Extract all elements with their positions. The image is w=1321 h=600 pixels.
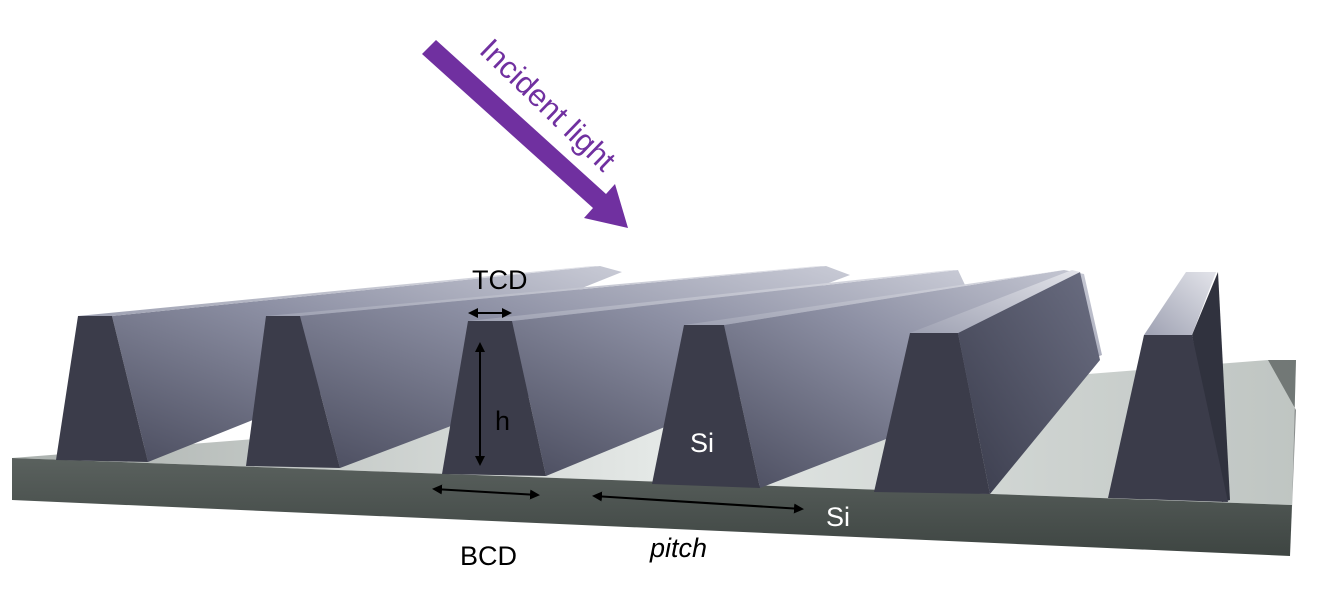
bcd-label: BCD (460, 541, 517, 571)
substrate-material-label: Si (826, 502, 850, 532)
grating-line-6 (1108, 272, 1230, 502)
line-3-front-face (442, 321, 546, 476)
tcd-label: TCD (472, 265, 528, 295)
height-label: h (495, 406, 510, 436)
line-6-front-face (1108, 335, 1228, 502)
pitch-arrow (592, 491, 804, 514)
pitch-label: pitch (649, 533, 707, 563)
substrate-right-face (1268, 360, 1296, 556)
incident-light-arrow (422, 40, 628, 228)
line-material-label: Si (690, 428, 714, 458)
line-1-front-face (56, 316, 148, 462)
bcd-arrow (432, 484, 540, 500)
line-2-front-face (246, 316, 340, 468)
line-4-front-face (652, 325, 760, 488)
grating-line-5 (874, 270, 1100, 494)
line-5-front-face (874, 333, 990, 494)
